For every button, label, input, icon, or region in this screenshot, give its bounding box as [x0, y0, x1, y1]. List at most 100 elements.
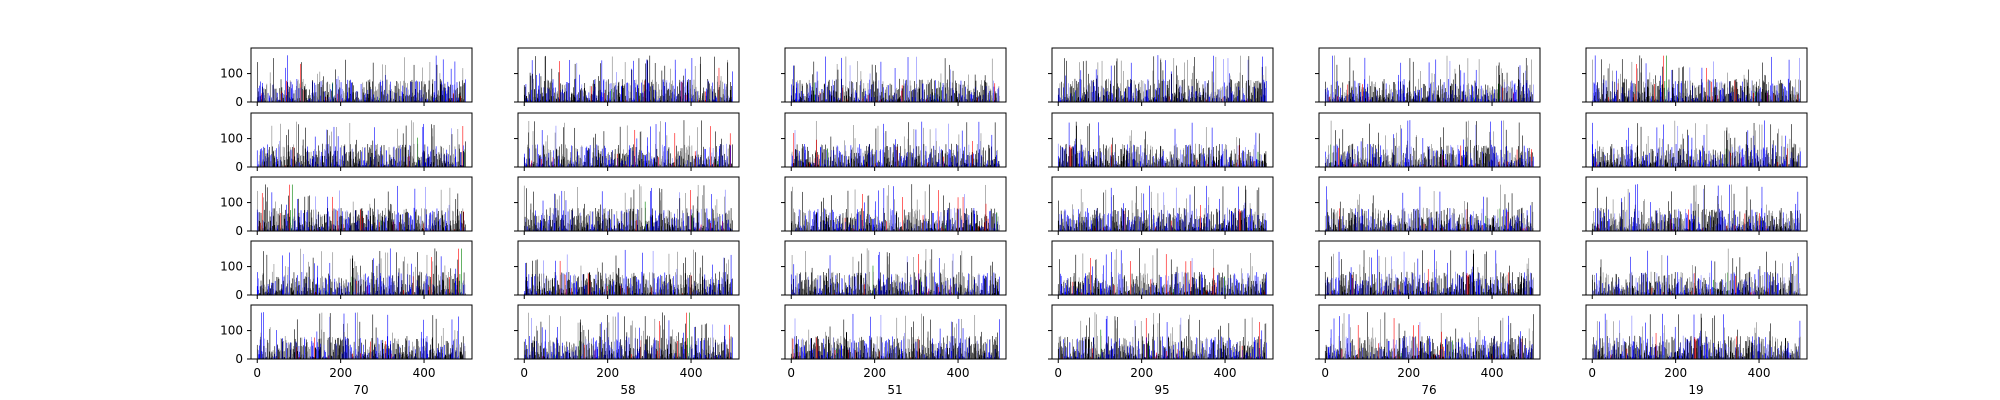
- bar: [877, 162, 878, 167]
- bar: [410, 81, 412, 102]
- bar: [1680, 83, 1682, 102]
- bar: [304, 83, 306, 102]
- bar: [1123, 70, 1124, 102]
- bar: [452, 98, 453, 102]
- bar: [703, 87, 704, 102]
- bar: [1204, 156, 1205, 167]
- bar: [926, 151, 928, 167]
- bar: [1410, 96, 1411, 102]
- bar: [852, 82, 854, 102]
- bar: [546, 153, 548, 167]
- bar: [586, 156, 587, 167]
- bar: [1764, 74, 1766, 102]
- bar: [1069, 87, 1071, 102]
- bar: [1195, 157, 1197, 167]
- bar: [984, 164, 986, 167]
- bar: [1121, 156, 1123, 167]
- bar: [1063, 87, 1064, 102]
- bar: [1730, 95, 1732, 102]
- bar: [858, 98, 859, 102]
- bar: [1102, 163, 1104, 167]
- bar-group: [790, 56, 1000, 102]
- bar: [1204, 160, 1206, 167]
- bar: [350, 151, 351, 167]
- bar: [910, 151, 912, 167]
- bar: [882, 81, 884, 102]
- bar: [1779, 83, 1780, 102]
- bar: [687, 145, 689, 167]
- bar: [1112, 94, 1113, 102]
- bar: [994, 159, 995, 167]
- bar: [1610, 91, 1611, 102]
- bar: [824, 83, 825, 102]
- bar: [1337, 96, 1339, 102]
- bar: [592, 94, 593, 102]
- bar: [1103, 144, 1105, 167]
- bar: [1641, 100, 1643, 102]
- bar: [1155, 163, 1156, 167]
- bar: [1196, 78, 1197, 102]
- bar: [709, 88, 711, 102]
- bar: [281, 161, 282, 167]
- bar: [541, 164, 543, 167]
- bar: [548, 99, 550, 102]
- bar: [649, 163, 650, 167]
- bar: [845, 86, 846, 102]
- bar: [1682, 100, 1684, 102]
- bar: [651, 158, 652, 167]
- bar: [1466, 97, 1467, 102]
- bar: [1712, 96, 1714, 102]
- bar: [324, 90, 326, 102]
- bar: [267, 93, 268, 102]
- bar: [656, 99, 658, 102]
- bar: [862, 164, 863, 167]
- bar: [1515, 89, 1517, 102]
- bar: [1093, 82, 1094, 102]
- bar: [271, 85, 273, 102]
- bar: [912, 153, 913, 167]
- bar: [1403, 79, 1405, 102]
- bar: [1734, 79, 1735, 102]
- bar: [431, 124, 432, 167]
- bar: [934, 164, 935, 167]
- bar: [1112, 99, 1114, 102]
- bar: [810, 97, 812, 102]
- bar: [294, 93, 296, 102]
- bar: [911, 154, 913, 167]
- bar: [1084, 150, 1086, 167]
- bar: [1142, 152, 1143, 167]
- bar: [877, 88, 878, 102]
- bar: [451, 100, 453, 102]
- bar: [1346, 95, 1348, 102]
- bar: [864, 91, 865, 102]
- bar: [1388, 99, 1390, 102]
- bar: [834, 98, 836, 102]
- bar: [876, 150, 877, 167]
- bar: [339, 158, 341, 167]
- bar: [728, 95, 729, 102]
- bar: [1708, 95, 1710, 102]
- bar-group: [790, 120, 1000, 167]
- bar: [1748, 93, 1750, 102]
- bar: [1490, 90, 1492, 102]
- bar: [560, 164, 561, 167]
- bar: [855, 157, 856, 167]
- bar: [670, 68, 671, 102]
- bar: [559, 163, 561, 167]
- bar: [335, 156, 337, 167]
- bar: [866, 154, 868, 167]
- bar: [621, 160, 623, 167]
- bar: [631, 69, 633, 102]
- bar: [540, 76, 542, 102]
- bar: [533, 164, 535, 167]
- bar: [1195, 91, 1196, 102]
- bar: [1762, 89, 1764, 102]
- bar: [1659, 80, 1661, 102]
- bar: [1346, 89, 1347, 102]
- bar: [1704, 99, 1706, 102]
- bar: [968, 91, 970, 102]
- bar: [569, 100, 571, 102]
- bar: [686, 80, 688, 102]
- bar: [1080, 162, 1081, 167]
- bar: [804, 146, 806, 167]
